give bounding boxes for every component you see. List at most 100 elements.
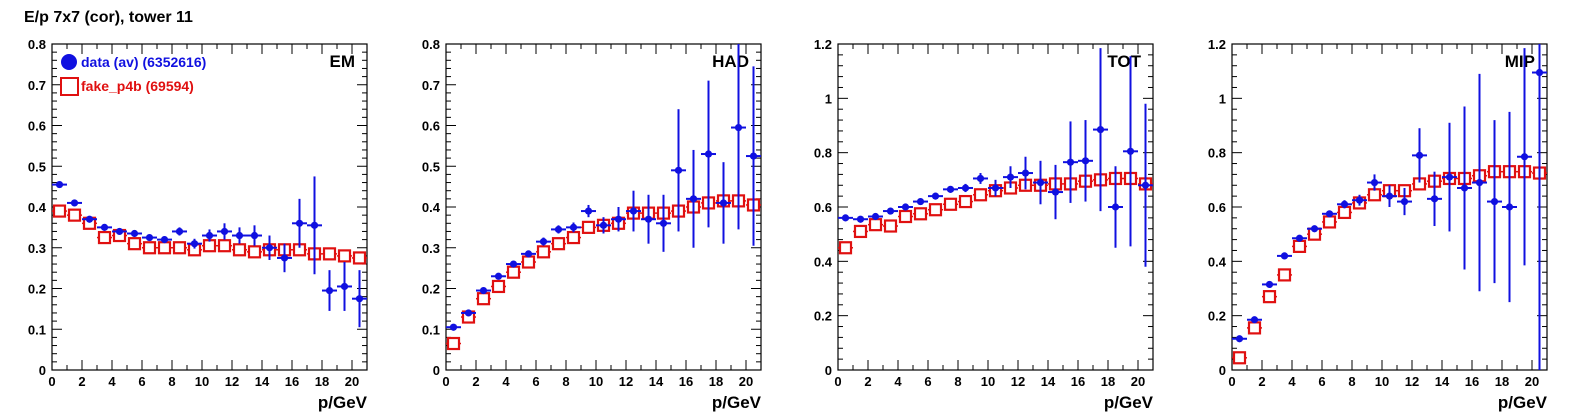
data-point	[295, 219, 304, 227]
data-point	[1340, 200, 1349, 208]
y-tick-label: 0.8	[28, 37, 46, 52]
data-point	[355, 295, 364, 303]
data-point	[1415, 151, 1424, 159]
data-point	[719, 199, 728, 207]
data-point	[674, 166, 683, 174]
data-point	[325, 286, 334, 295]
fake-point	[868, 218, 883, 232]
data-point	[856, 215, 865, 223]
data-point	[569, 223, 578, 231]
data-point	[1235, 335, 1244, 343]
x-tick-label: 18	[1101, 374, 1115, 389]
y-tick-label: 0.8	[814, 146, 832, 161]
y-tick-label: 0.1	[422, 322, 440, 337]
x-tick-label: 2	[864, 374, 871, 389]
x-tick-label: 18	[709, 374, 723, 389]
x-tick-label: 20	[1131, 374, 1145, 389]
fake-point	[446, 336, 461, 351]
y-tick-label: 0	[1219, 363, 1226, 378]
x-axis-label: p/GeV	[1104, 393, 1154, 412]
y-tick-label: 0.2	[1208, 309, 1226, 324]
y-tick-label: 0.4	[814, 254, 833, 269]
data-point	[1325, 210, 1334, 218]
fake-point	[506, 265, 521, 279]
plot-frame	[837, 43, 1154, 371]
panel-title: TOT	[1107, 52, 1141, 71]
data-point	[539, 238, 548, 246]
x-tick-label: 4	[108, 374, 116, 389]
data-point	[1006, 173, 1015, 181]
fake-point	[127, 237, 142, 251]
data-point	[175, 227, 184, 236]
x-tick-label: 4	[1288, 374, 1296, 389]
data-point	[160, 236, 169, 244]
x-tick-label: 20	[739, 374, 753, 389]
data-point	[976, 174, 985, 183]
data-point	[1265, 280, 1274, 289]
data-point	[871, 212, 880, 221]
y-tick-label: 0.1	[28, 322, 46, 337]
fake-point	[566, 230, 581, 245]
fake-point	[1247, 321, 1262, 335]
panel-2: 0 2 4 6 8 10 12 14 16 18 20 0 0.2 0.4 0.6 0.8 1 1.2 p/GeV T…	[814, 37, 1154, 412]
data-point	[55, 180, 64, 189]
y-tick-label: 0.3	[422, 241, 440, 256]
fake-point	[352, 251, 367, 265]
y-tick-label: 0.7	[28, 78, 46, 93]
data-point	[220, 227, 229, 236]
data-point	[1505, 203, 1514, 211]
data-point	[1310, 225, 1319, 233]
fake-point	[536, 245, 551, 259]
data-point	[991, 184, 1000, 192]
fake-point	[1292, 239, 1307, 253]
x-tick-label: 8	[562, 374, 569, 389]
x-tick-label: 0	[834, 374, 841, 389]
data-point	[205, 231, 214, 240]
data-point	[1051, 188, 1060, 196]
x-tick-label: 10	[589, 374, 603, 389]
fake-point	[853, 224, 868, 239]
panel-title: HAD	[712, 52, 749, 71]
x-tick-label: 2	[472, 374, 479, 389]
data-point	[130, 229, 139, 238]
fake-point	[322, 247, 337, 261]
plot-area	[446, 44, 761, 351]
y-tick-label: 0.5	[422, 159, 440, 174]
y-tick-label: 0.4	[422, 200, 441, 215]
y-tick-label: 1.2	[814, 37, 832, 52]
x-tick-label: 18	[315, 374, 329, 389]
panel-title: EM	[330, 52, 356, 71]
fake-point	[898, 209, 913, 224]
fake-point	[217, 239, 232, 253]
data-point	[629, 207, 638, 215]
fake-point	[913, 207, 928, 221]
data-point	[916, 197, 925, 206]
x-tick-label: 10	[981, 374, 995, 389]
data-point	[1535, 68, 1544, 77]
x-tick-label: 8	[954, 374, 961, 389]
x-tick-label: 20	[1525, 374, 1539, 389]
x-tick-label: 12	[1405, 374, 1419, 389]
data-point	[1400, 197, 1409, 206]
data-point	[614, 215, 623, 223]
y-tick-label: 0.2	[422, 282, 440, 297]
y-tick-label: 0.4	[1208, 254, 1227, 269]
data-point	[901, 203, 910, 211]
y-tick-label: 0	[39, 363, 46, 378]
x-tick-label: 16	[285, 374, 299, 389]
data-point	[1295, 234, 1304, 242]
x-tick-label: 18	[1495, 374, 1509, 389]
panel-3: 0 2 4 6 8 10 12 14 16 18 20 0 0.2 0.4 0.6 0.8 1 1.2 p/GeV M…	[1208, 37, 1548, 412]
y-tick-label: 0.6	[28, 119, 46, 134]
x-tick-label: 4	[502, 374, 510, 389]
y-tick-label: 0.2	[28, 282, 46, 297]
x-tick-label: 20	[345, 374, 359, 389]
x-tick-label: 14	[255, 374, 270, 389]
data-point	[946, 185, 955, 193]
data-point	[70, 199, 79, 207]
data-point	[886, 207, 895, 215]
y-tick-label: 0.8	[422, 37, 440, 52]
data-point	[1430, 195, 1439, 203]
fake-point	[551, 237, 566, 251]
x-tick-label: 10	[1375, 374, 1389, 389]
